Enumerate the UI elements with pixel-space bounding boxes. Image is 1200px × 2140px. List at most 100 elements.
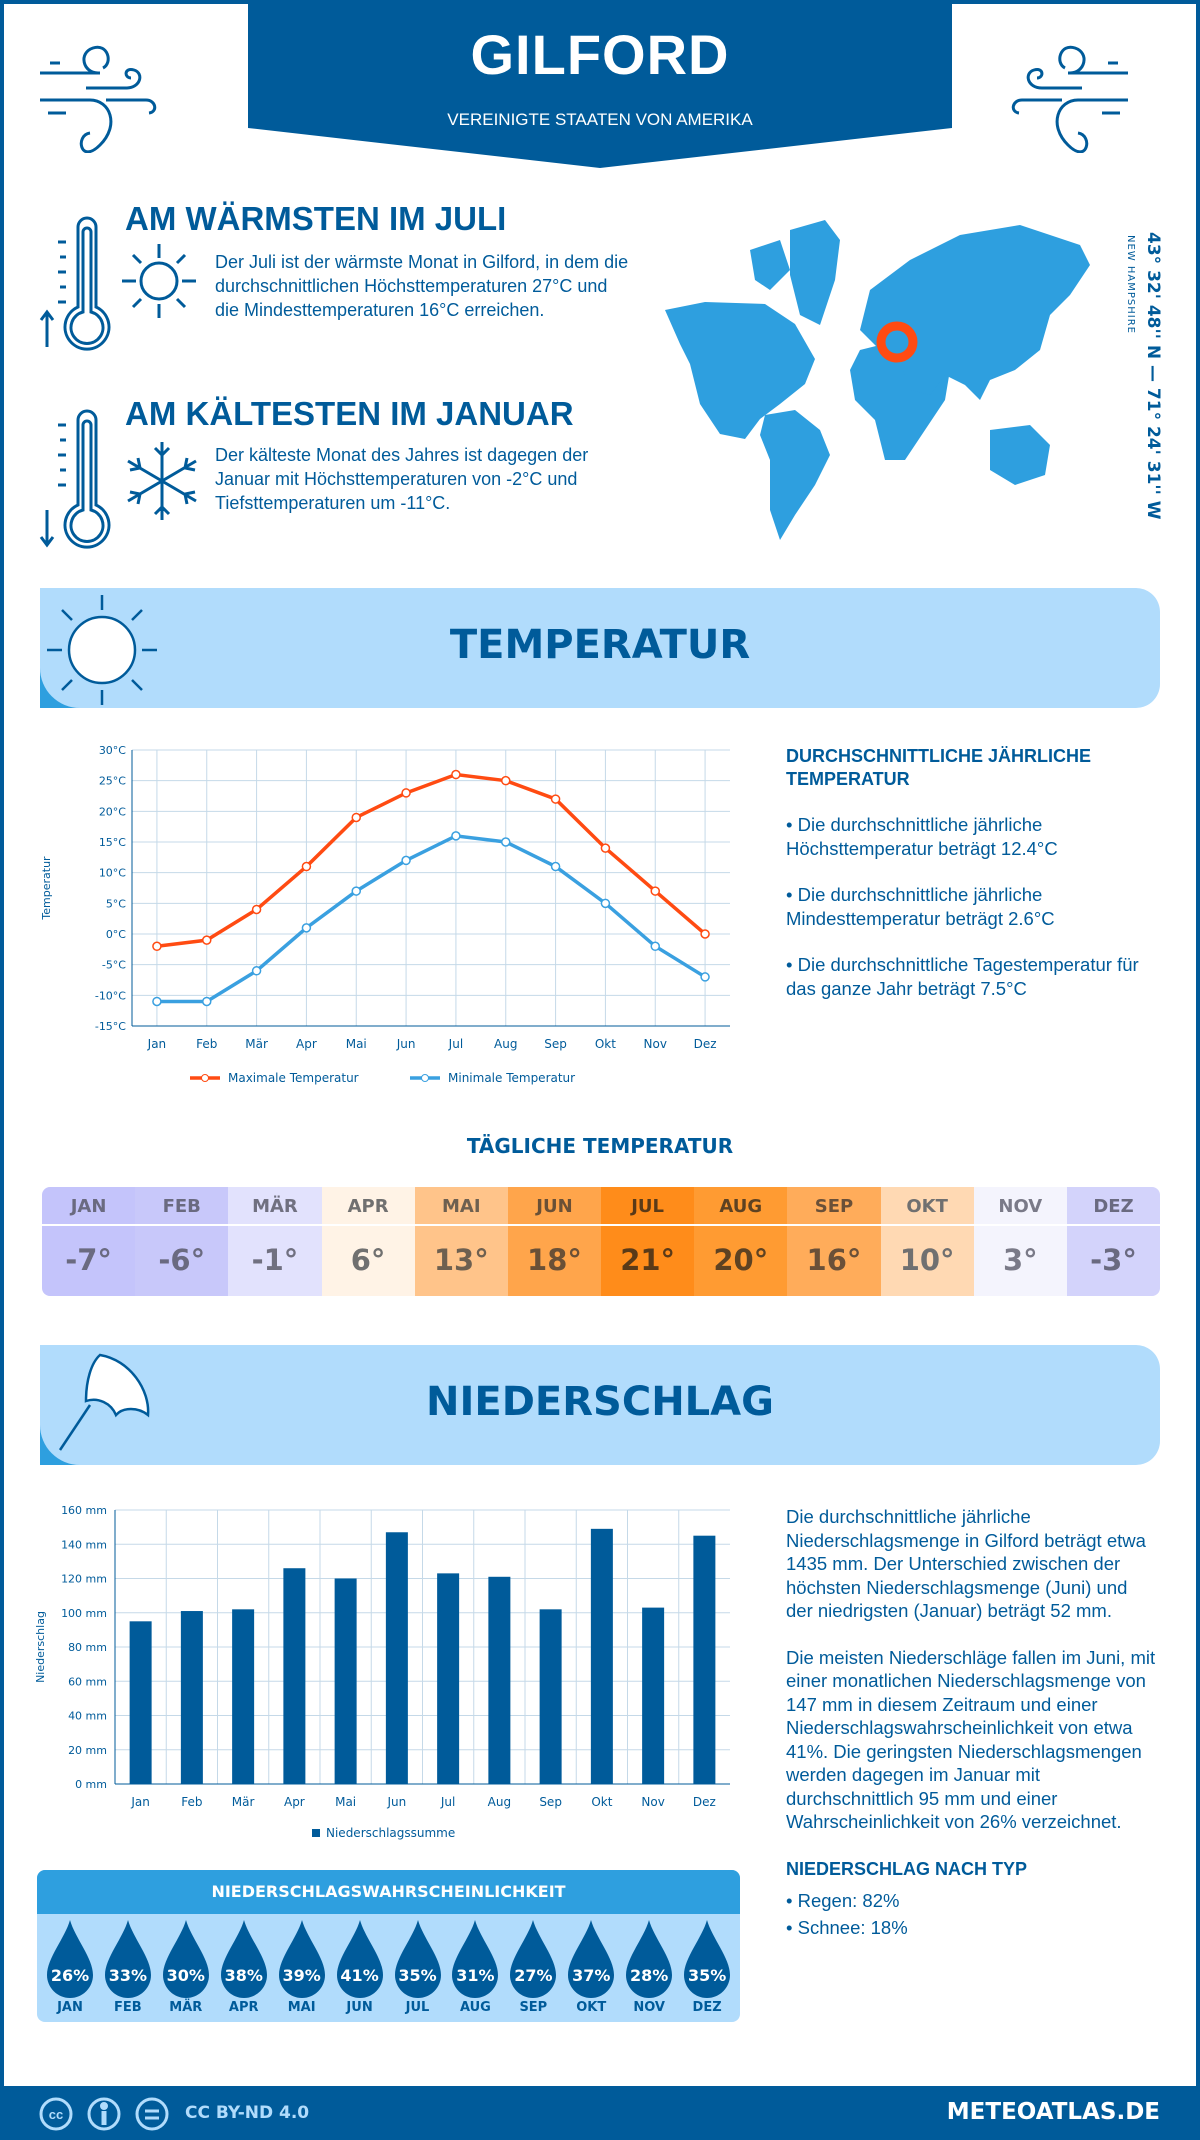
- daily-temp-jan: JAN -7°: [42, 1187, 136, 1296]
- probability-drop: 28% NOV: [620, 1914, 678, 2022]
- probability-drop: 33% FEB: [99, 1914, 157, 2022]
- precipitation-panel: Die durchschnittliche jährliche Niedersc…: [786, 1505, 1158, 1940]
- probability-drop: 30% MÄR: [157, 1914, 215, 2022]
- y-tick-label: 160 mm: [61, 1504, 107, 1517]
- y-tick-label: -15°C: [95, 1020, 126, 1033]
- cc-license-icons[interactable]: cc: [38, 2096, 178, 2132]
- probability-value: 26%: [50, 1966, 90, 1985]
- data-point: [451, 831, 461, 841]
- raindrop-icon: [336, 1920, 383, 1998]
- probability-value: 38%: [224, 1966, 263, 1985]
- snowflake-icon: [127, 442, 197, 520]
- probability-month: DEZ: [692, 2000, 722, 2015]
- data-point: [251, 904, 262, 915]
- data-point: [351, 812, 361, 823]
- raindrop-icon: [162, 1920, 209, 1998]
- y-tick-label: 0 mm: [75, 1778, 107, 1791]
- daily-month: JAN: [42, 1187, 136, 1226]
- daily-value: 3°: [1002, 1243, 1038, 1277]
- raindrop-icon: [394, 1920, 441, 1998]
- daily-value: 16°: [806, 1243, 862, 1277]
- precipitation-probability-panel: NIEDERSCHLAGSWAHRSCHEINLICHKEIT 26% JAN 33…: [37, 1870, 740, 2022]
- x-tick-label: Sep: [539, 1795, 562, 1809]
- x-tick-label: Okt: [595, 1037, 616, 1051]
- daily-value: 6°: [350, 1243, 386, 1277]
- x-tick-label: Feb: [181, 1795, 202, 1809]
- coordinates: 43° 32' 48'' N — 71° 24' 31'' W: [1143, 232, 1163, 520]
- x-tick-label: Mär: [232, 1795, 255, 1809]
- world-map: [665, 220, 1090, 540]
- license-label[interactable]: CC BY-ND 4.0: [185, 2103, 310, 2123]
- probability-month: AUG: [459, 2000, 491, 2015]
- x-tick-label: Apr: [296, 1037, 317, 1051]
- daily-temp-dez: DEZ -3°: [1066, 1187, 1160, 1296]
- x-tick-label: Mai: [335, 1795, 356, 1809]
- legend-label: Maximale Temperatur: [228, 1071, 359, 1085]
- site-link[interactable]: METEOATLAS.DE: [946, 2099, 1160, 2125]
- coldest-heading: AM KÄLTESTEN IM JANUAR: [125, 395, 574, 432]
- probability-month: OKT: [576, 2000, 607, 2015]
- daily-temperature-table: JAN -7° FEB -6° MÄR -1° APR 6° MAI 13° JUN 18° JUL 21…: [42, 1187, 1160, 1296]
- svg-text:cc: cc: [49, 2107, 63, 2122]
- probability-value: 35%: [398, 1966, 437, 1985]
- coldest-text: Der kälteste Monat des Jahres ist dagege…: [215, 445, 589, 513]
- data-point: [700, 929, 710, 939]
- precipitation-title: NIEDERSCHLAG: [426, 1379, 774, 1425]
- raindrop-icon: [220, 1920, 267, 1998]
- attribution-icon: [87, 2097, 121, 2131]
- x-tick-label: Feb: [196, 1037, 217, 1051]
- probability-value: 28%: [630, 1966, 669, 1985]
- data-point: [501, 775, 511, 786]
- daily-month: JUL: [601, 1187, 695, 1226]
- y-tick-label: 10°C: [99, 867, 126, 880]
- daily-value: -6°: [158, 1243, 206, 1277]
- x-tick-label: Jun: [387, 1795, 407, 1809]
- sun-icon: [47, 595, 157, 705]
- raindrop-icon: [278, 1920, 325, 1998]
- x-tick-label: Okt: [591, 1795, 612, 1809]
- probability-value: 39%: [282, 1966, 321, 1985]
- y-tick-label: 20 mm: [68, 1744, 107, 1757]
- temperature-section-header: TEMPERATUR: [40, 588, 1160, 708]
- x-tick-label: Dez: [694, 1037, 717, 1051]
- wind-icon: [1011, 45, 1128, 153]
- daily-value: 21°: [620, 1243, 676, 1277]
- sun-icon: [122, 244, 196, 318]
- daily-value: 20°: [713, 1243, 769, 1277]
- y-axis-label: Niederschlag: [34, 1611, 47, 1683]
- daily-value: 13°: [433, 1243, 489, 1277]
- bar-mär: [232, 1609, 255, 1784]
- x-tick-label: Jul: [448, 1037, 463, 1051]
- x-tick-label: Nov: [644, 1037, 667, 1051]
- probability-month: APR: [228, 2000, 259, 2015]
- precipitation-section-header: NIEDERSCHLAG: [40, 1345, 1160, 1465]
- region-label: NEW HAMPSHIRE: [1125, 235, 1136, 334]
- x-tick-label: Mai: [346, 1037, 367, 1051]
- probability-month: SEP: [519, 2000, 548, 2015]
- probability-drop: 35% DEZ: [678, 1914, 736, 2022]
- precipitation-type-heading: NIEDERSCHLAG NACH TYP: [786, 1858, 1028, 1879]
- wind-icon: [40, 45, 157, 153]
- bar-aug: [488, 1576, 511, 1784]
- daily-temperature-heading: TÄGLICHE TEMPERATUR: [466, 1134, 734, 1158]
- bar-nov: [642, 1607, 665, 1784]
- daily-value: -7°: [65, 1243, 112, 1277]
- daily-value: -1°: [251, 1243, 299, 1277]
- bar-sep: [539, 1609, 562, 1784]
- data-point: [650, 941, 660, 952]
- series-line-0: [156, 772, 707, 949]
- data-point: [351, 886, 361, 896]
- probability-month: NOV: [633, 2000, 665, 2015]
- raindrop-icon: [568, 1920, 615, 1998]
- y-tick-label: 15°C: [99, 836, 126, 849]
- legend-marker: [201, 1074, 209, 1082]
- legend-marker: [421, 1074, 429, 1082]
- precipitation-type-rain: • Regen: 82%: [786, 1889, 900, 1911]
- probability-month: JUN: [346, 2000, 373, 2015]
- y-tick-label: -5°C: [102, 959, 126, 972]
- city-title: GILFORD: [470, 23, 730, 86]
- probability-value: 35%: [687, 1966, 727, 1985]
- daily-temp-feb: FEB -6°: [135, 1187, 229, 1296]
- temperature-chart: -15°C -10°C -5°C 0°C 5°C 10°C 15°C 20°C 25°C 30°C…: [40, 744, 730, 1085]
- x-tick-label: Nov: [641, 1795, 664, 1809]
